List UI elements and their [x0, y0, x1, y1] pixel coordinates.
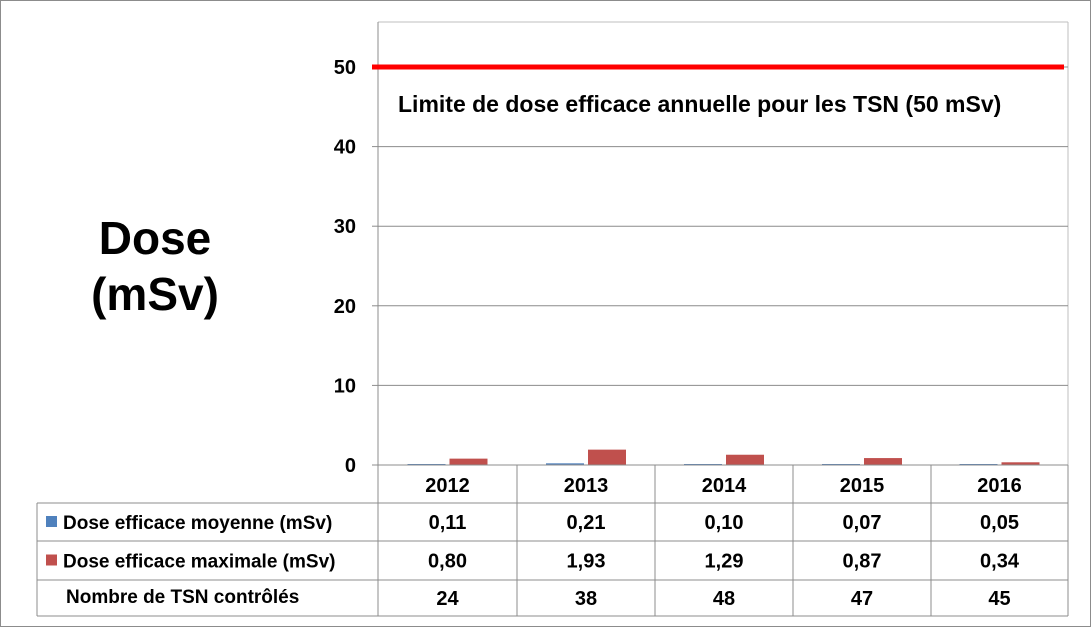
y-tick-label: 40: [334, 137, 356, 159]
row-label: Nombre de TSN contrôlés: [66, 587, 299, 608]
data-label: 38: [575, 588, 597, 610]
legend-key: [46, 516, 57, 527]
bar: [449, 458, 488, 465]
legend-key: [46, 554, 57, 566]
data-label: 0,05: [980, 512, 1019, 534]
data-label: 45: [988, 588, 1010, 610]
y-axis-label: Dose (mSv): [60, 210, 250, 322]
y-tick-label: 0: [345, 455, 356, 477]
data-label: 1,93: [567, 551, 606, 573]
y-tick-label: 50: [334, 57, 356, 79]
bar: [726, 454, 764, 465]
data-label: 48: [713, 588, 735, 610]
data-label: 0,87: [843, 551, 882, 573]
bar: [1001, 462, 1040, 465]
row-label: Dose efficace maximale (mSv): [63, 552, 335, 573]
data-label: 0,10: [705, 512, 744, 534]
bar: [864, 458, 902, 465]
category-label: 2012: [425, 475, 470, 497]
data-label: 1,29: [705, 551, 744, 573]
category-label: 2015: [840, 475, 885, 497]
y-tick-label: 20: [334, 296, 356, 318]
y-tick-label: 30: [334, 216, 356, 238]
y-axis-label-line2: (mSv): [91, 268, 219, 320]
data-label: 0,07: [843, 512, 882, 534]
data-label: 0,11: [429, 512, 467, 534]
limit-line-label: Limite de dose efficace annuelle pour le…: [398, 91, 1001, 117]
bar: [546, 463, 584, 465]
category-label: 2016: [977, 475, 1022, 497]
row-label: Dose efficace moyenne (mSv): [63, 513, 332, 534]
y-tick-label: 10: [334, 375, 356, 397]
data-label: 24: [436, 588, 459, 610]
data-label: 0,34: [980, 551, 1020, 573]
data-label: 0,80: [428, 551, 467, 573]
category-label: 2013: [564, 475, 609, 497]
bar: [588, 449, 626, 465]
data-label: 47: [851, 588, 873, 610]
data-label: 0,21: [567, 512, 606, 534]
y-axis-label-line1: Dose: [98, 212, 212, 264]
category-label: 2014: [702, 475, 747, 497]
